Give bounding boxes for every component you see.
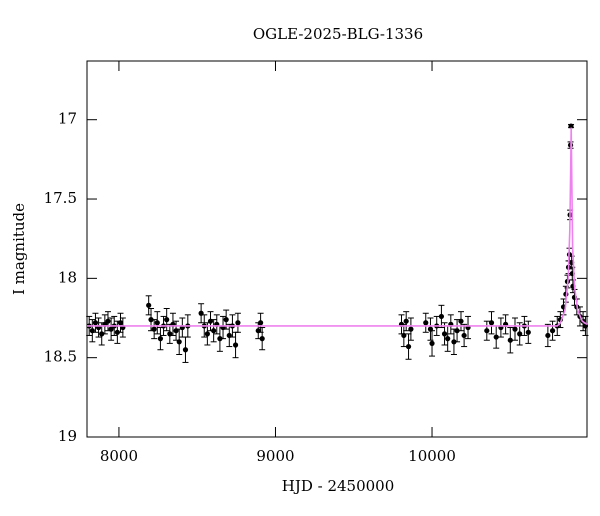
- x-tick-label: 9000: [256, 447, 294, 465]
- plot-frame: [86, 60, 588, 438]
- data-point: [493, 334, 499, 340]
- data-point: [258, 320, 264, 326]
- data-point: [429, 340, 435, 346]
- data-point: [517, 331, 523, 337]
- y-axis-label: I magnitude: [10, 203, 28, 295]
- y-tick-label: 18.5: [44, 348, 77, 366]
- data-point: [568, 123, 574, 129]
- data-point: [488, 320, 495, 326]
- data-point: [438, 313, 445, 320]
- data-point: [545, 332, 551, 339]
- y-tick-label: 19: [58, 427, 77, 445]
- data-point: [176, 339, 182, 345]
- data-point: [408, 326, 414, 332]
- data-point: [223, 316, 229, 323]
- x-tick-label: 8000: [100, 447, 138, 465]
- data-point: [458, 318, 464, 324]
- y-tick-label: 17.5: [44, 189, 77, 207]
- data-point: [114, 329, 120, 335]
- data-point: [105, 318, 111, 324]
- data-point: [259, 336, 265, 342]
- y-tick-label: 17: [58, 110, 77, 128]
- chart-title: OGLE-2025-BLG-1336: [253, 25, 423, 43]
- data-point: [441, 331, 448, 337]
- x-tick-label: 10000: [408, 447, 456, 465]
- y-tick-label: 18: [58, 268, 77, 286]
- data-point: [445, 336, 451, 342]
- data-point: [484, 328, 490, 334]
- data-point: [403, 318, 409, 324]
- data-point: [507, 337, 513, 343]
- data-point: [525, 329, 531, 335]
- data-point: [108, 326, 114, 332]
- data-point: [451, 339, 457, 345]
- data-point: [164, 316, 170, 323]
- data-point: [401, 332, 407, 339]
- data-point: [512, 326, 518, 332]
- data-point: [454, 328, 460, 334]
- data-point: [117, 320, 124, 326]
- data-point: [232, 342, 239, 348]
- data-point: [182, 347, 189, 353]
- data-point: [235, 320, 241, 326]
- data-point: [405, 343, 412, 350]
- data-point: [99, 331, 105, 337]
- data-point: [211, 328, 217, 334]
- data-point: [423, 320, 429, 326]
- data-point: [461, 332, 467, 339]
- data-point: [549, 328, 556, 334]
- data-point: [157, 336, 164, 342]
- data-point: [92, 320, 99, 326]
- data-point: [154, 320, 160, 326]
- model-curve: [87, 127, 588, 327]
- data-point: [204, 331, 210, 337]
- data-point: [146, 302, 152, 308]
- data-point: [217, 336, 223, 342]
- x-axis-label: HJD - 2450000: [282, 477, 395, 495]
- data-point: [151, 326, 157, 332]
- data-point: [148, 316, 154, 323]
